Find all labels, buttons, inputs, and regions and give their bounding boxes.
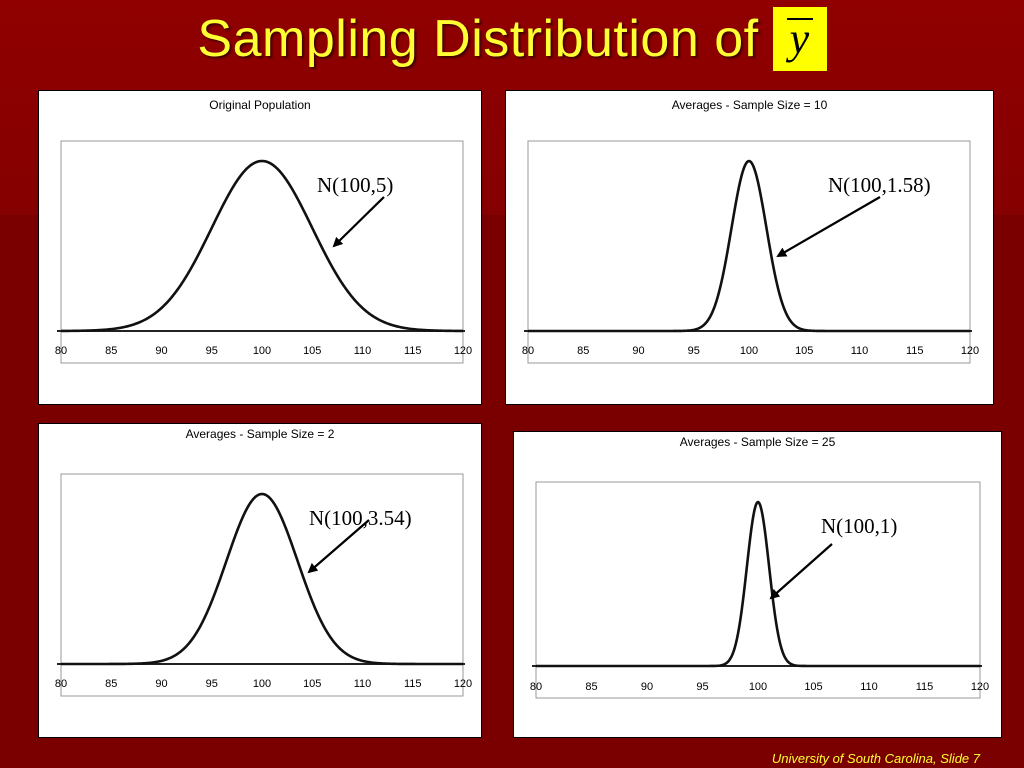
plot-area [60,140,464,364]
x-tick-label: 115 [404,345,422,357]
x-tick-label: 90 [641,681,653,693]
x-tick-label: 115 [906,345,924,357]
x-tick-label: 120 [961,345,979,357]
x-tick-label: 90 [155,678,167,690]
x-tick-label: 85 [105,678,117,690]
chart-panel-3: Averages - Sample Size = 2 80 85 90 95 100 105… [38,423,482,738]
slide-title: Sampling Distribution of y [0,6,1024,72]
x-tick-label: 85 [105,345,117,357]
x-tick-label: 100 [253,678,271,690]
x-tick-label: 110 [354,678,372,690]
x-tick-label: 80 [55,678,67,690]
distribution-annotation: N(100,5) [317,173,394,197]
x-tick-label: 100 [253,345,271,357]
slide-title-text: Sampling Distribution of [197,10,759,69]
plot-area [535,481,981,699]
x-tick-label: 105 [804,681,822,693]
x-tick-label: 120 [454,345,472,357]
chart-svg: Averages - Sample Size = 25 80 85 90 95 100 10… [530,435,989,699]
x-tick-label: 95 [206,678,218,690]
chart-title: Original Population [209,98,310,112]
chart-title: Averages - Sample Size = 25 [680,435,836,449]
x-tick-label: 85 [585,681,597,693]
x-tick-label: 95 [206,345,218,357]
chart-panel-2: Averages - Sample Size = 10 80 85 90 95 100 10… [505,90,994,405]
x-tick-label: 110 [851,345,869,357]
x-tick-label: 105 [303,678,321,690]
x-tick-label: 80 [522,345,534,357]
x-tick-label: 115 [404,678,422,690]
x-tick-label: 110 [354,345,372,357]
y-bar-letter: y [789,14,810,64]
x-tick-label: 90 [155,345,167,357]
chart-svg: Original Population 80 85 90 95 100 105 110 115 1… [55,98,472,364]
chart-panel-4: Averages - Sample Size = 25 80 85 90 95 100 10… [513,431,1002,738]
distribution-annotation: N(100,1.58) [828,173,931,197]
annotation-arrow [769,543,833,600]
plot-area [527,140,971,364]
x-tick-label: 115 [916,681,934,693]
x-tick-label: 100 [740,345,758,357]
distribution-annotation: N(100,1) [821,514,898,538]
distribution-annotation: N(100,3.54) [309,506,412,530]
y-bar-overline [786,18,813,21]
x-tick-label: 95 [696,681,708,693]
x-tick-label: 110 [860,681,878,693]
chart-panel-1: Original Population 80 85 90 95 100 105 110 115 1… [38,90,482,405]
x-tick-label: 95 [688,345,700,357]
chart-svg: Averages - Sample Size = 10 80 85 90 95 100 10… [522,98,979,364]
normal-curve-series [535,500,981,668]
x-tick-label: 105 [303,345,321,357]
plot-area [60,473,464,697]
annotation-arrow [332,196,385,248]
chart-title: Averages - Sample Size = 2 [186,427,335,441]
x-tick-label: 100 [749,681,767,693]
x-tick-label: 90 [632,345,644,357]
x-tick-label: 120 [454,678,472,690]
annotation-arrow [776,196,881,258]
normal-curve-series [60,492,464,666]
chart-title: Averages - Sample Size = 10 [672,98,828,112]
annotation-arrow [307,519,370,574]
x-tick-label: 85 [577,345,589,357]
normal-curve-series [60,159,464,333]
chart-svg: Averages - Sample Size = 2 80 85 90 95 100 105… [55,427,472,697]
x-tick-label: 80 [55,345,67,357]
x-tick-label: 120 [971,681,989,693]
y-bar-symbol: y [772,7,827,72]
x-tick-label: 105 [795,345,813,357]
slide-footer: University of South Carolina, Slide 7 [771,751,980,766]
normal-curve-series [527,159,971,333]
x-tick-label: 80 [530,681,542,693]
